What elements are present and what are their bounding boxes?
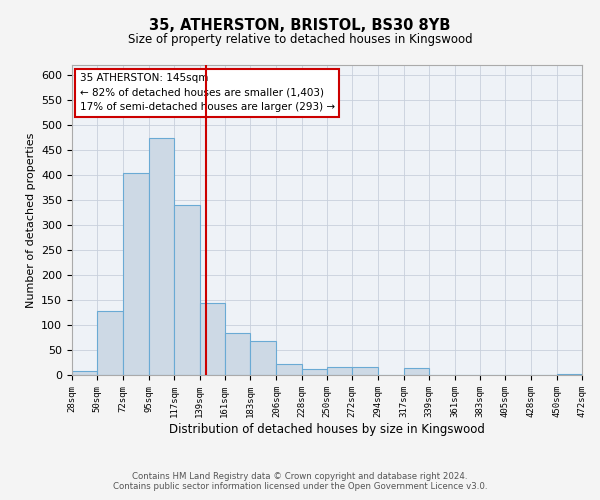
Bar <box>327 367 352 375</box>
Bar <box>225 332 250 375</box>
Text: 35 ATHERSTON: 145sqm
← 82% of detached houses are smaller (1,403)
17% of semi-de: 35 ATHERSTON: 145sqm ← 82% of detached h… <box>80 72 335 112</box>
X-axis label: Distribution of detached houses by size in Kingswood: Distribution of detached houses by size … <box>169 422 485 436</box>
Bar <box>122 172 149 375</box>
Bar <box>199 302 225 375</box>
Bar <box>557 374 582 375</box>
Bar <box>404 368 429 375</box>
Bar <box>174 205 199 375</box>
Bar <box>352 367 377 375</box>
Text: Size of property relative to detached houses in Kingswood: Size of property relative to detached ho… <box>128 32 472 46</box>
Bar <box>429 374 455 375</box>
Bar <box>72 371 97 375</box>
Bar <box>455 374 480 375</box>
Bar <box>302 369 327 375</box>
Bar <box>377 374 404 375</box>
Text: 35, ATHERSTON, BRISTOL, BS30 8YB: 35, ATHERSTON, BRISTOL, BS30 8YB <box>149 18 451 32</box>
Bar <box>277 364 302 375</box>
Bar <box>97 311 122 375</box>
Y-axis label: Number of detached properties: Number of detached properties <box>26 132 35 308</box>
Bar <box>149 138 174 375</box>
Bar <box>250 341 277 375</box>
Text: Contains public sector information licensed under the Open Government Licence v3: Contains public sector information licen… <box>113 482 487 491</box>
Text: Contains HM Land Registry data © Crown copyright and database right 2024.: Contains HM Land Registry data © Crown c… <box>132 472 468 481</box>
